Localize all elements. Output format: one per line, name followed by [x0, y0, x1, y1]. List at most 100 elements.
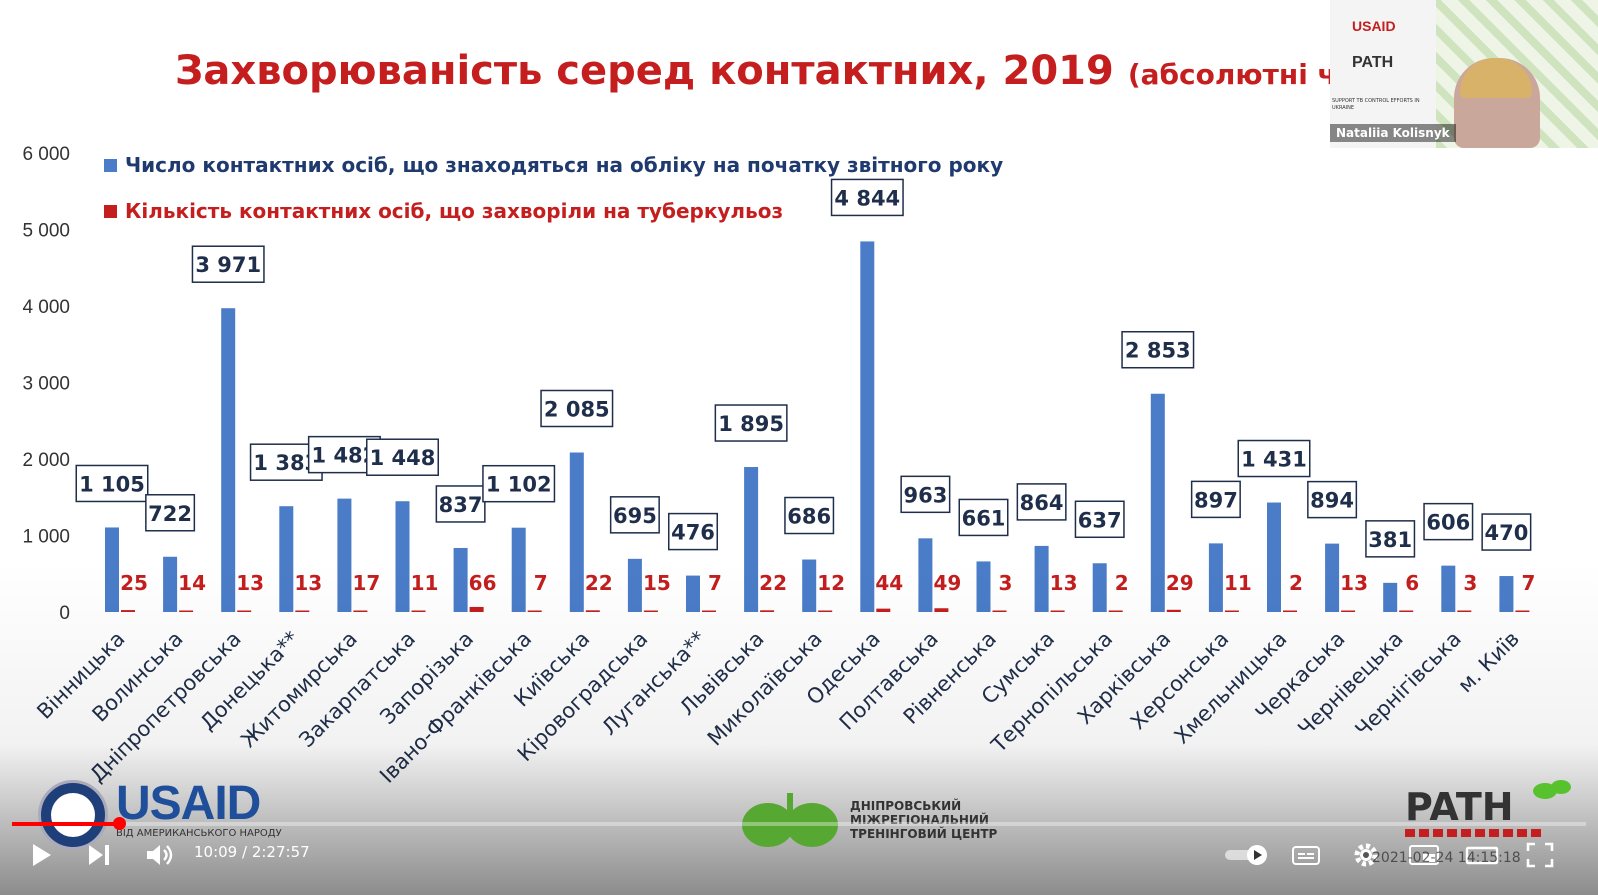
bar-sick	[992, 610, 1007, 612]
bar-sick	[121, 610, 135, 612]
data-label-sick: 11	[1224, 571, 1252, 595]
data-label-sick: 3	[999, 571, 1013, 595]
data-label-contacts: 476	[671, 521, 715, 545]
bar-contacts	[511, 527, 526, 612]
bar-sick	[1399, 610, 1414, 612]
subtitles-icon	[1292, 846, 1320, 865]
data-label-box	[609, 496, 660, 534]
bar-contacts	[1383, 582, 1398, 612]
time-separator: /	[237, 843, 252, 861]
center-logo-line-2: МІЖРЕГІОНАЛЬНИЙ	[850, 813, 989, 827]
data-label-box	[1307, 480, 1358, 519]
data-label-contacts: 1 102	[486, 473, 552, 497]
bar-contacts	[1150, 393, 1165, 612]
data-label-sick: 22	[585, 571, 613, 595]
autoplay-toggle[interactable]	[1222, 835, 1272, 875]
bar-contacts	[279, 506, 294, 612]
data-label-contacts: 864	[1020, 491, 1064, 515]
data-label-box	[1423, 502, 1474, 541]
legend-swatch-red	[104, 204, 117, 218]
play-icon	[33, 844, 51, 866]
data-label-contacts: 1 448	[370, 446, 436, 470]
y-tick-label: 6 000	[22, 144, 70, 165]
bar-contacts	[163, 556, 178, 612]
next-button[interactable]	[84, 835, 114, 875]
y-tick-label: 2 000	[22, 450, 70, 471]
legend-swatch-blue	[104, 158, 117, 172]
data-label-contacts: 661	[962, 506, 1006, 530]
recording-timestamp: 2021-02-24 14:15:18	[1372, 850, 1521, 866]
y-tick-label: 3 000	[22, 374, 70, 395]
bar-sick	[702, 610, 716, 612]
bar-sick	[1108, 610, 1123, 612]
usaid-logo: USAID ВІД АМЕРИКАНСЬКОГО НАРОДУ	[38, 776, 288, 856]
bar-contacts	[1034, 545, 1049, 612]
legend-label-contacts: Число контактних осіб, що знаходяться на…	[125, 153, 1004, 177]
data-label-box	[900, 475, 951, 514]
webcam-thumbnail[interactable]: USAID PATH SUPPORT TB CONTROL EFFORTS IN…	[1330, 0, 1598, 148]
bar-sick	[179, 610, 194, 612]
data-label-contacts: 1 431	[1241, 448, 1307, 472]
bar-contacts	[105, 527, 119, 612]
bar-contacts	[395, 501, 410, 612]
time-total: 2:27:57	[251, 843, 310, 861]
progress-bar[interactable]	[12, 817, 1586, 830]
legend-item-sick: Кількість контактних осіб, що захворіли …	[104, 199, 783, 223]
bar-contacts	[453, 547, 468, 612]
play-button[interactable]	[26, 835, 56, 875]
data-label-box	[540, 389, 614, 428]
theater-mode-button[interactable]	[1464, 835, 1500, 875]
data-label-sick: 13	[236, 571, 264, 595]
bar-sick	[1341, 610, 1356, 612]
usaid-logo-subtitle: ВІД АМЕРИКАНСЬКОГО НАРОДУ	[116, 828, 282, 839]
center-logo-line-1: ДНІПРОВСЬКИЙ	[850, 799, 962, 813]
data-label-sick: 2	[1115, 571, 1129, 595]
data-label-box	[958, 498, 1009, 537]
data-label-contacts: 695	[613, 504, 657, 528]
bar-sick	[876, 608, 891, 612]
path-logo-text: PATH	[1405, 785, 1514, 829]
slide-title: Захворюваність серед контактних, 2019 (аб…	[175, 48, 1337, 94]
webcam-banner: USAID PATH SUPPORT TB CONTROL EFFORTS IN…	[1330, 0, 1436, 148]
legend-label-sick: Кількість контактних осіб, що захворіли …	[125, 199, 784, 223]
data-label-box	[482, 464, 556, 503]
data-label-sick: 25	[120, 571, 148, 595]
data-label-box	[1016, 483, 1067, 521]
bar-contacts	[1092, 563, 1107, 612]
data-label-contacts: 4 844	[834, 186, 900, 210]
miniplayer-button[interactable]	[1406, 835, 1442, 875]
data-label-contacts: 686	[787, 505, 831, 529]
volume-button[interactable]	[142, 835, 176, 875]
data-label-sick: 12	[817, 571, 845, 595]
x-category-label: м. Київ	[1453, 627, 1524, 698]
data-label-sick: 22	[759, 571, 787, 595]
center-logo-text: ДНІПРОВСЬКИЙ МІЖРЕГІОНАЛЬНИЙ ТРЕНІНГОВИЙ…	[850, 799, 997, 841]
bar-sick	[643, 610, 658, 612]
progress-scrubber-handle[interactable]	[113, 817, 127, 830]
bar-sick	[1283, 610, 1297, 612]
data-label-sick: 7	[1521, 571, 1535, 595]
bar-contacts	[860, 241, 875, 612]
data-label-sick: 14	[178, 571, 206, 595]
y-tick-label: 5 000	[22, 221, 70, 242]
y-tick-label: 4 000	[22, 297, 70, 318]
bar-sick	[1515, 610, 1530, 612]
webcam-path-text: PATH	[1352, 54, 1394, 71]
data-label-sick: 15	[643, 571, 671, 595]
data-label-sick: 29	[1166, 571, 1194, 595]
bar-contacts	[221, 308, 236, 612]
data-label-contacts: 606	[1426, 511, 1470, 535]
usaid-logo-text: USAID	[116, 777, 261, 830]
captions-button[interactable]	[1290, 835, 1322, 875]
data-label-contacts: 897	[1194, 488, 1238, 512]
data-label-box	[784, 496, 835, 535]
settings-button[interactable]	[1350, 835, 1382, 875]
data-label-contacts: 894	[1310, 489, 1354, 513]
center-logo-line-3: ТРЕНІНГОВИЙ ЦЕНТР	[850, 827, 998, 841]
fullscreen-button[interactable]	[1522, 835, 1558, 875]
bar-contacts	[1441, 565, 1456, 612]
legend-item-contacts: Число контактних осіб, що знаходяться на…	[104, 153, 1003, 177]
bar-sick	[818, 610, 833, 612]
data-label-sick: 13	[294, 571, 322, 595]
time-current: 10:09	[194, 843, 238, 861]
